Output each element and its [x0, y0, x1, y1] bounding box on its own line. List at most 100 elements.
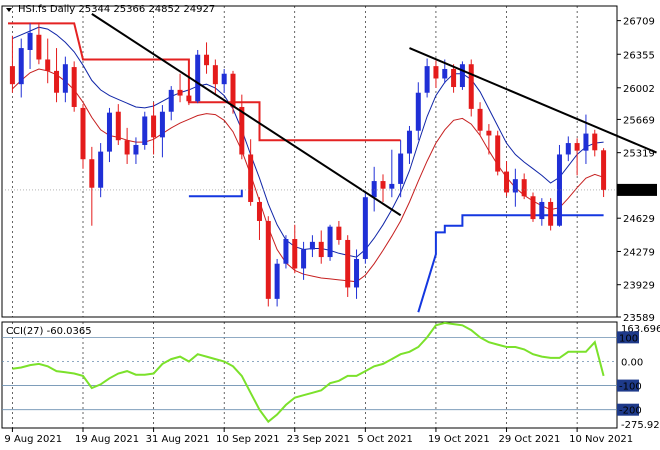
candle: [115, 111, 121, 141]
stop-blue-line-2: [417, 214, 604, 313]
candle: [504, 171, 510, 193]
candle: [98, 151, 104, 188]
candle: [495, 135, 501, 172]
y-tick-label: 24629: [623, 214, 655, 225]
candle: [583, 133, 589, 151]
candle: [327, 226, 333, 258]
candle: [539, 201, 545, 220]
y-tick-label: 26002: [623, 84, 655, 95]
candle: [398, 153, 404, 184]
cci-level-label: -100: [619, 382, 642, 393]
x-tick-label: 29 Oct 2021: [499, 434, 561, 445]
candle: [274, 263, 280, 299]
candle: [486, 130, 492, 136]
cci-level-box: [617, 331, 639, 344]
x-tick-label: 5 Oct 2021: [357, 434, 412, 445]
cci-axis-label: 163.6968: [621, 324, 660, 335]
candle: [459, 64, 465, 88]
x-tick-label: 10 Nov 2021: [569, 434, 633, 445]
candle: [556, 154, 562, 226]
candle: [80, 107, 86, 160]
candle: [124, 140, 130, 155]
y-tick-label: 26355: [623, 50, 655, 61]
x-tick-label: 19 Aug 2021: [75, 434, 139, 445]
y-tick-label: 23929: [623, 281, 655, 292]
x-axis: 9 Aug 2021 19 Aug 2021 31 Aug 2021 10 Sep 2…: [4, 428, 633, 445]
candle: [433, 66, 439, 79]
candle: [406, 130, 412, 154]
cci-frame: [1, 321, 618, 429]
trendline: [409, 47, 657, 154]
cci-level-label: 100: [619, 333, 638, 344]
y-tick-label: 25319: [623, 149, 655, 160]
candle: [36, 34, 42, 60]
candle: [371, 181, 377, 198]
stop-blue-line: [188, 189, 243, 198]
candle: [256, 201, 262, 221]
x-tick-label: 31 Aug 2021: [146, 434, 210, 445]
candle: [283, 239, 289, 264]
price-frame: [1, 5, 618, 318]
candle: [177, 89, 183, 96]
candle: [62, 64, 68, 93]
candle: [212, 65, 218, 85]
candle: [565, 143, 571, 155]
candle: [380, 181, 386, 189]
candle: [592, 133, 598, 151]
candle: [89, 159, 95, 188]
candle: [601, 150, 607, 190]
candle: [133, 144, 139, 155]
candle: [239, 106, 245, 155]
candle: [159, 111, 165, 138]
x-tick-label: 19 Oct 2021: [428, 434, 490, 445]
candle: [204, 54, 210, 66]
candle: [362, 197, 368, 259]
y-tick-label: 26709: [623, 17, 655, 28]
y-tick-label: 25669: [623, 115, 655, 126]
candle: [309, 241, 315, 250]
candle: [168, 89, 174, 112]
cci-level-label: -200: [619, 406, 642, 417]
candle: [548, 201, 554, 226]
candle: [18, 48, 24, 85]
menu-triangle-icon: [6, 8, 12, 12]
candle: [389, 183, 395, 189]
cci-line: [12, 321, 605, 424]
candle: [142, 116, 148, 145]
candle: [512, 179, 518, 193]
candle: [292, 239, 298, 269]
candle: [345, 239, 351, 288]
candle: [451, 68, 457, 88]
candle: [301, 249, 307, 269]
candle: [442, 68, 448, 79]
cci-level-box: [617, 403, 639, 416]
candle: [186, 95, 192, 102]
candle: [248, 154, 254, 202]
candle: [530, 196, 536, 220]
cci-level-box: [617, 379, 639, 392]
candle: [424, 66, 430, 93]
sma-blue-line: [12, 26, 604, 258]
candle: [521, 179, 527, 197]
candle: [45, 59, 51, 71]
candle: [265, 220, 271, 299]
candle: [468, 64, 474, 109]
candle: [354, 258, 360, 288]
candle: [477, 108, 483, 131]
candle: [318, 241, 324, 258]
candle: [336, 226, 342, 240]
candle: [195, 54, 201, 102]
y-tick-label: 24279: [623, 247, 655, 258]
candle: [151, 115, 157, 138]
price-title: HSI.fs Daily 25344 25366 24852 24927: [18, 4, 215, 15]
x-tick-label: 10 Sep 2021: [216, 434, 279, 445]
last-price-label: 24927: [621, 186, 653, 197]
candle: [221, 73, 227, 85]
candle: [574, 143, 580, 151]
last-price-box: [617, 183, 657, 196]
trendline: [91, 13, 402, 217]
candle: [230, 73, 236, 107]
cci-pane: 163.6968100 0.00 -100 -200 -275.9247: [1, 321, 660, 431]
cci-title: CCI(27) -60.0365: [6, 326, 92, 337]
